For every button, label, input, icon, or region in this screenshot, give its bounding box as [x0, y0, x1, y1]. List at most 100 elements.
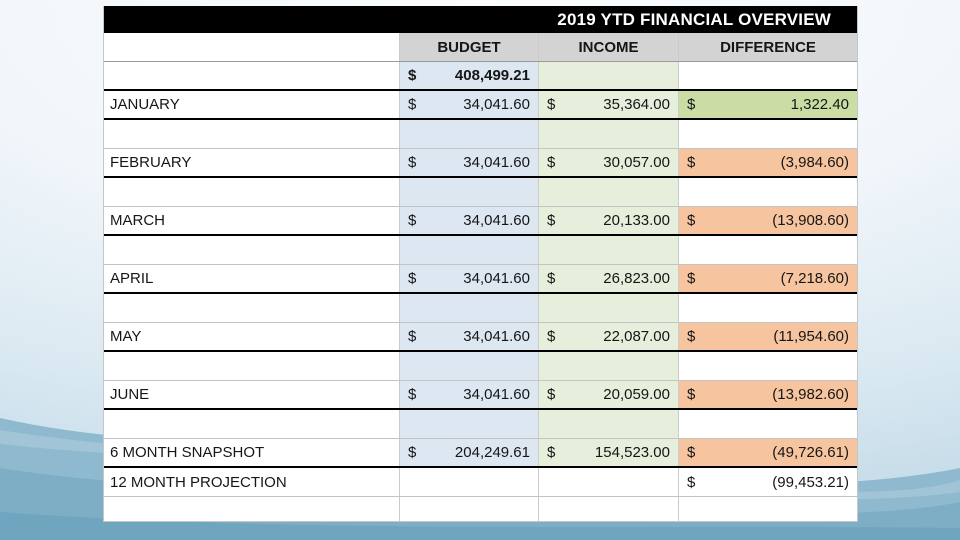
spacer-row: [104, 120, 857, 149]
amount: (3,984.60): [780, 154, 849, 171]
amount: (13,908.60): [772, 212, 849, 229]
amount: 34,041.60: [463, 386, 530, 403]
spacer-row: [104, 352, 857, 381]
amount: (7,218.60): [780, 270, 849, 287]
label-cell: MAY: [104, 323, 399, 350]
label-cell: [104, 410, 399, 438]
label-cell: [104, 497, 399, 521]
budget-cell: [399, 236, 538, 264]
difference-cell: [678, 352, 857, 380]
income-cell: [538, 497, 678, 521]
label-cell: [104, 352, 399, 380]
difference-cell: [678, 120, 857, 148]
currency-symbol: $: [408, 386, 417, 403]
financial-overview-table: 2019 YTD FINANCIAL OVERVIEW BUDGET INCOM…: [103, 6, 858, 522]
amount: 26,823.00: [603, 270, 670, 287]
row-label: JUNE: [110, 386, 150, 403]
currency-symbol: $: [687, 154, 696, 171]
currency-symbol: $: [547, 386, 556, 403]
label-cell: [104, 294, 399, 322]
label-cell: MARCH: [104, 207, 399, 234]
amount: 34,041.60: [463, 96, 530, 113]
income-cell: [538, 468, 678, 496]
budget-cell: [399, 178, 538, 206]
currency-symbol: $: [687, 96, 696, 113]
row-label: JANUARY: [110, 96, 180, 113]
budget-cell: [399, 410, 538, 438]
row-january: JANUARY $34,041.60 $35,364.00 $1,322.40: [104, 91, 857, 120]
currency-symbol: $: [687, 270, 696, 287]
row-label: 12 MONTH PROJECTION: [110, 473, 287, 491]
amount: (11,954.60): [773, 328, 849, 345]
row-12-month-projection: 12 MONTH PROJECTION $ (99,453.21): [104, 468, 857, 497]
budget-cell: [399, 294, 538, 322]
income-cell: $30,057.00: [538, 149, 678, 176]
spacer-row: [104, 410, 857, 439]
table-body: $408,499.21 JANUARY $34,041.60 $35,364.00 $1…: [104, 62, 857, 521]
difference-cell: $1,322.40: [678, 91, 857, 118]
row-may: MAY $34,041.60 $22,087.00 $ (11,954.60): [104, 323, 857, 352]
amount: 30,057.00: [603, 154, 670, 171]
amount: 34,041.60: [463, 154, 530, 171]
difference-cell: [678, 62, 857, 89]
amount: 20,059.00: [603, 386, 670, 403]
currency-symbol: $: [408, 154, 417, 171]
row-label: FEBRUARY: [110, 154, 192, 171]
row-label: MARCH: [110, 212, 165, 229]
amount: 34,041.60: [463, 328, 530, 345]
row-march: MARCH $34,041.60 $20,133.00 $ (13,908.60): [104, 207, 857, 236]
budget-cell: $34,041.60: [399, 91, 538, 118]
label-cell: 12 MONTH PROJECTION: [104, 468, 399, 496]
row-april: APRIL $34,041.60 $26,823.00 $ (7,218.60): [104, 265, 857, 294]
difference-cell: $ (13,908.60): [678, 207, 857, 234]
income-cell: [538, 236, 678, 264]
label-cell: FEBRUARY: [104, 149, 399, 176]
label-cell: JUNE: [104, 381, 399, 408]
income-cell: $26,823.00: [538, 265, 678, 292]
spacer-row: [104, 294, 857, 323]
income-cell: [538, 294, 678, 322]
budget-cell: $204,249.61: [399, 439, 538, 466]
budget-cell: [399, 497, 538, 521]
difference-cell: $ (11,954.60): [678, 323, 857, 350]
row-february: FEBRUARY $34,041.60 $30,057.00 $ (3,984.60): [104, 149, 857, 178]
currency-symbol: $: [687, 444, 696, 461]
budget-cell: [399, 468, 538, 496]
currency-symbol: $: [687, 212, 696, 229]
income-cell: $154,523.00: [538, 439, 678, 466]
income-cell: [538, 178, 678, 206]
income-cell: $20,059.00: [538, 381, 678, 408]
amount: 408,499.21: [454, 67, 530, 84]
label-cell: [104, 62, 399, 89]
currency-symbol: $: [547, 96, 556, 113]
amount: 204,249.61: [454, 444, 530, 461]
difference-cell: $ (3,984.60): [678, 149, 857, 176]
budget-cell: $34,041.60: [399, 207, 538, 234]
header-label-cell: [104, 33, 399, 61]
currency-symbol: $: [547, 444, 556, 461]
currency-symbol: $: [687, 473, 696, 491]
label-cell: [104, 178, 399, 206]
currency-symbol: $: [547, 270, 556, 287]
spacer-row: [104, 178, 857, 207]
amount: (49,726.61): [772, 444, 849, 461]
amount: 34,041.60: [463, 212, 530, 229]
amount: 154,523.00: [594, 444, 670, 461]
column-header-difference: DIFFERENCE: [678, 33, 857, 61]
spacer-row: [104, 236, 857, 265]
currency-symbol: $: [687, 328, 696, 345]
currency-symbol: $: [408, 270, 417, 287]
amount: (99,453.21): [772, 473, 849, 491]
budget-cell: $408,499.21: [399, 62, 538, 89]
currency-symbol: $: [408, 212, 417, 229]
income-cell: $20,133.00: [538, 207, 678, 234]
annual-budget-row: $408,499.21: [104, 62, 857, 91]
budget-cell: [399, 352, 538, 380]
income-cell: [538, 62, 678, 89]
amount: 34,041.60: [463, 270, 530, 287]
budget-cell: $34,041.60: [399, 323, 538, 350]
budget-cell: [399, 120, 538, 148]
currency-symbol: $: [408, 67, 417, 84]
currency-symbol: $: [547, 154, 556, 171]
